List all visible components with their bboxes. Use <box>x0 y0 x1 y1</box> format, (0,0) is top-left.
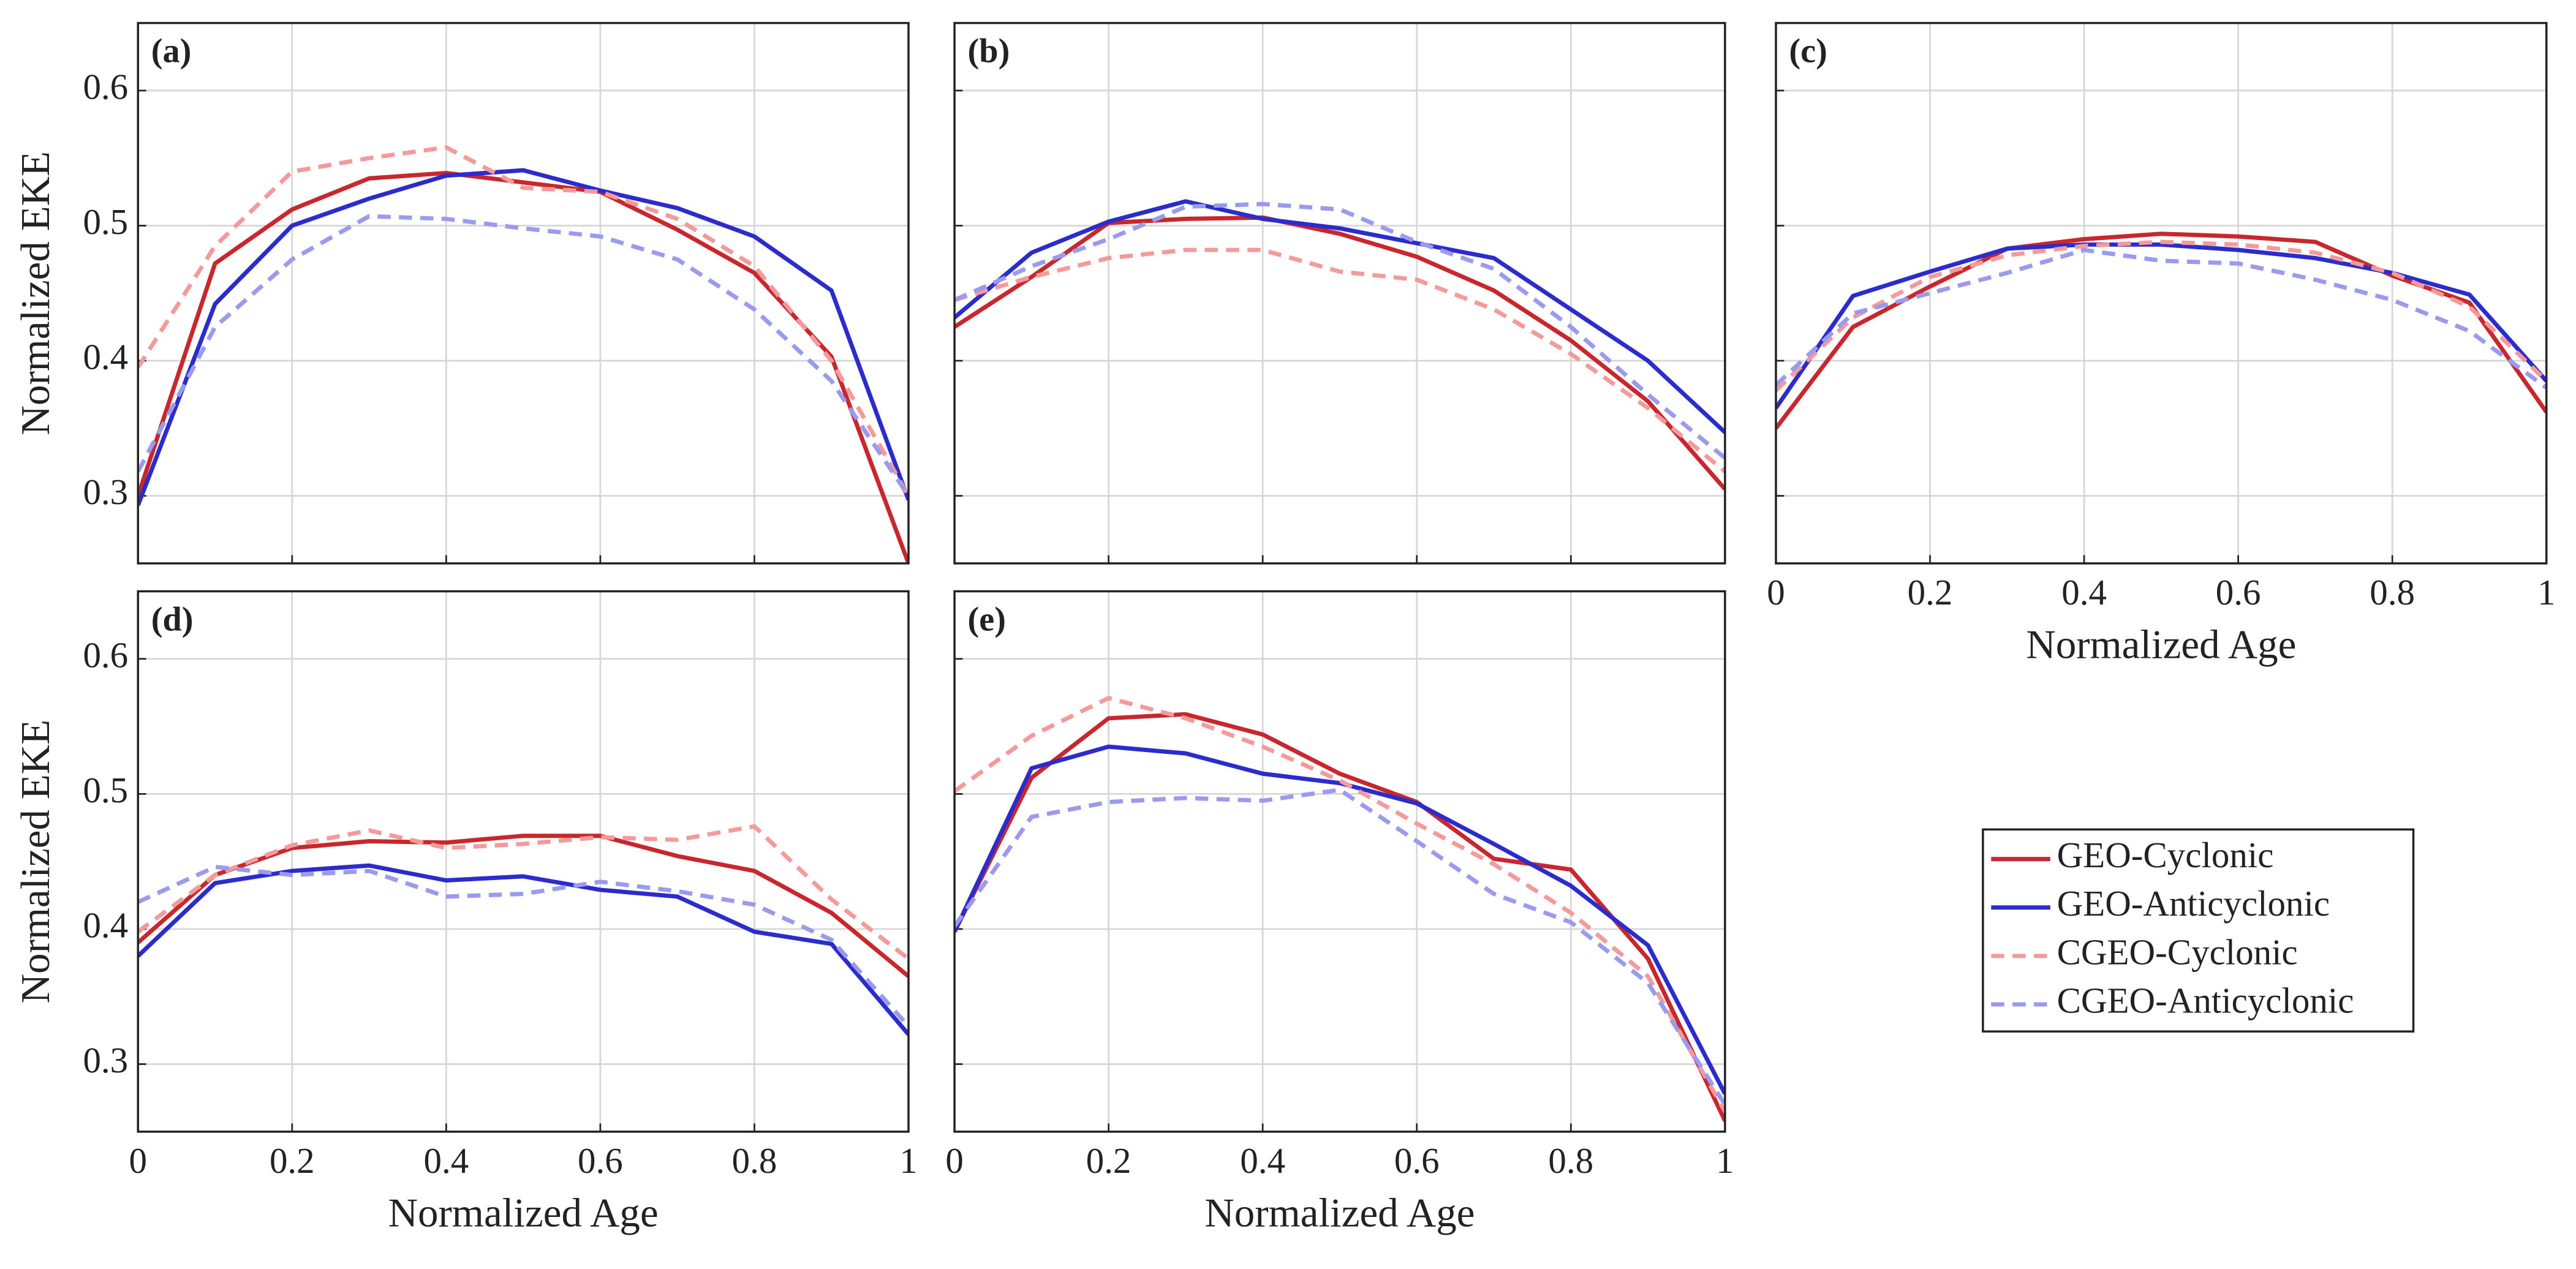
legend-box <box>1982 828 2415 1033</box>
x-tick-label: 0.6 <box>2216 572 2261 612</box>
axes-frame <box>953 590 1726 1133</box>
series-line <box>138 168 909 506</box>
x-tick-label: 1 <box>899 1140 918 1181</box>
legend: GEO-Cyclonic GEO-Anticyclonic CGEO-Cycloni… <box>1982 828 2415 1033</box>
y-axis-label: Normalized EKE <box>12 151 58 435</box>
y-tick-label: 0.4 <box>83 337 128 377</box>
series-line <box>1775 232 2547 430</box>
axes-frame <box>1775 21 2548 565</box>
series-line <box>954 696 1725 1113</box>
x-tick-label: 0.2 <box>1086 1140 1131 1181</box>
series-line <box>954 201 1725 460</box>
x-tick-label: 0.4 <box>423 1140 469 1181</box>
x-axis-label: Normalized Age <box>2026 622 2296 668</box>
axes-frame <box>137 21 910 565</box>
x-tick-label: 1 <box>1716 1140 1734 1181</box>
x-tick-label: 0.8 <box>732 1140 777 1181</box>
x-axis-label: Normalized Age <box>1204 1190 1475 1236</box>
x-tick-label: 0.2 <box>270 1140 315 1181</box>
x-tick-label: 0.6 <box>578 1140 623 1181</box>
series-line <box>138 214 909 497</box>
y-tick-label: 0.6 <box>83 66 128 107</box>
series-line <box>954 744 1725 1095</box>
y-tick-label: 0.5 <box>83 201 128 242</box>
series-line <box>138 145 909 497</box>
legend-label: GEO-Cyclonic <box>2057 835 2274 875</box>
series-line <box>954 788 1725 1106</box>
axes-frame <box>953 21 1726 565</box>
series-line <box>954 712 1725 1122</box>
panel-label: (b) <box>968 32 1010 70</box>
series-line <box>138 864 909 1028</box>
series-line <box>954 247 1725 473</box>
x-tick-label: 0 <box>1767 572 1785 612</box>
x-tick-label: 0.4 <box>2061 572 2107 612</box>
y-tick-label: 0.3 <box>83 472 128 512</box>
legend-label: GEO-Anticyclonic <box>2057 883 2330 924</box>
axes-frame <box>137 590 910 1133</box>
x-tick-label: 0.8 <box>2370 572 2415 612</box>
series-line <box>138 824 909 961</box>
panel-label: (e) <box>968 600 1006 638</box>
panel-label: (a) <box>151 32 192 70</box>
series-line <box>1775 247 2547 390</box>
series-line <box>138 834 909 978</box>
series-line <box>1775 242 2547 410</box>
x-tick-label: 0.6 <box>1394 1140 1440 1181</box>
x-axis-label: Normalized Age <box>388 1190 659 1236</box>
y-tick-label: 0.5 <box>83 770 128 810</box>
legend-label: CGEO-Cyclonic <box>2057 932 2298 972</box>
x-tick-label: 0 <box>945 1140 964 1181</box>
y-tick-label: 0.6 <box>83 634 128 675</box>
x-tick-label: 1 <box>2537 572 2556 612</box>
series-line <box>1775 239 2547 393</box>
x-tick-label: 0.2 <box>1908 572 1953 612</box>
panel-label: (d) <box>151 600 194 638</box>
x-tick-label: 0 <box>129 1140 148 1181</box>
series-line <box>138 170 909 563</box>
series-line <box>954 215 1725 491</box>
series-line <box>138 863 909 1036</box>
y-axis-label: Normalized EKE <box>12 720 58 1003</box>
series-line <box>954 199 1725 434</box>
legend-label: CGEO-Anticyclonic <box>2057 980 2354 1020</box>
panel-label: (c) <box>1789 32 1827 70</box>
y-tick-label: 0.4 <box>83 905 128 945</box>
y-tick-label: 0.3 <box>83 1040 128 1080</box>
x-tick-label: 0.4 <box>1240 1140 1285 1181</box>
x-tick-label: 0.8 <box>1548 1140 1593 1181</box>
